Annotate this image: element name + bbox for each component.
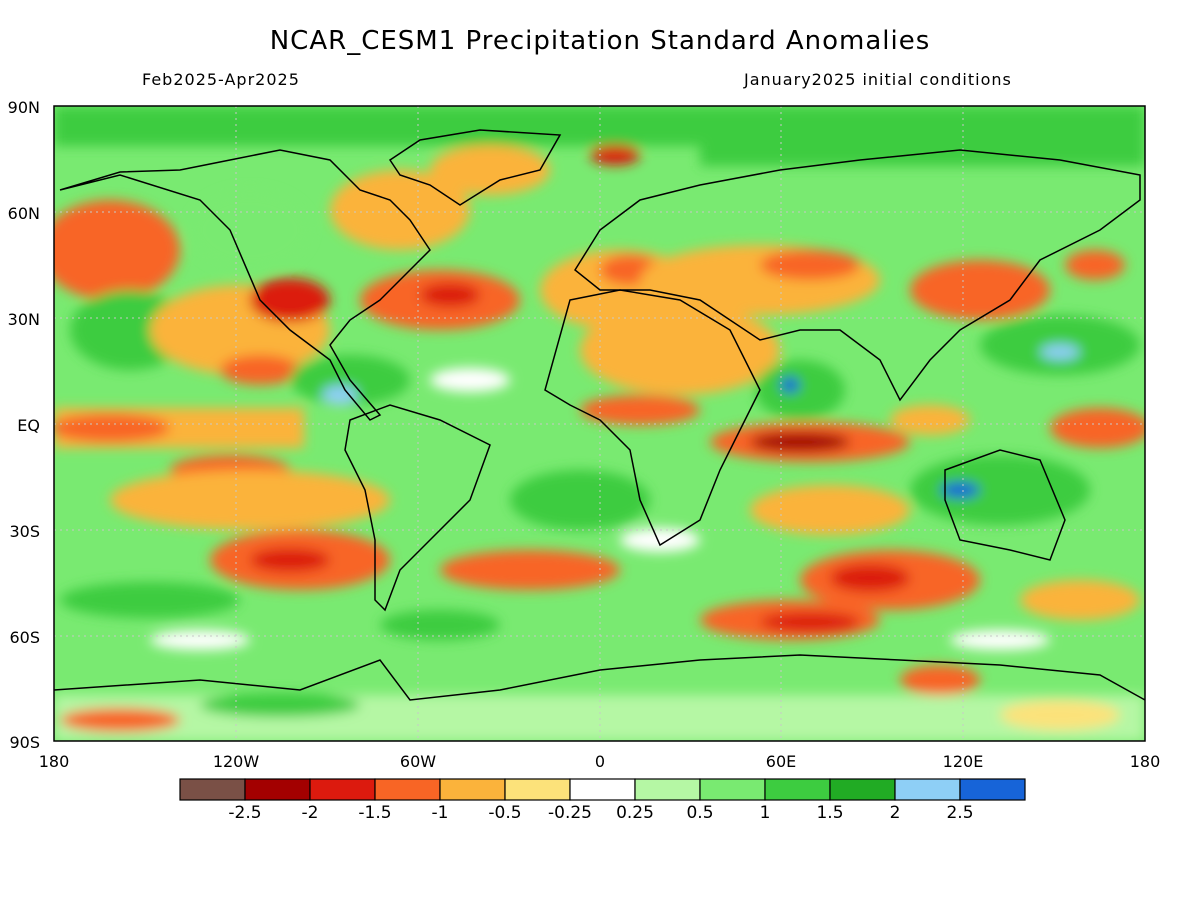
colorbar-swatch [569, 778, 636, 801]
lon-label: 0 [595, 752, 605, 771]
colorbar-label: -2.5 [228, 803, 261, 823]
colorbar-swatch [504, 778, 571, 801]
north-america-coast [59, 149, 431, 421]
south-america-coast [344, 404, 491, 612]
forecast-period: Feb2025-Apr2025 [142, 70, 300, 89]
colorbar-swatch [179, 778, 246, 801]
lat-label: EQ [17, 416, 40, 435]
lat-label: 90S [9, 733, 40, 752]
colorbar-label: 0.5 [686, 803, 713, 823]
lat-axis: 90N 60N 30N EQ 30S 60S 90S [8, 98, 40, 752]
map-title: NCAR_CESM1 Precipitation Standard Anomal… [269, 26, 931, 56]
colorbar-swatch [894, 778, 961, 801]
lat-label: 30S [9, 522, 40, 541]
australia-coast [944, 449, 1066, 561]
lon-label: 180 [1130, 752, 1161, 771]
colorbar-swatch [829, 778, 896, 801]
initial-conditions: January2025 initial conditions [744, 70, 1012, 89]
colorbar-swatch [374, 778, 441, 801]
anomaly-field [54, 106, 1145, 741]
colorbar-swatch [244, 778, 311, 801]
greenland-coast [388, 129, 562, 206]
colorbar-swatch [634, 778, 701, 801]
colorbar-swatch [309, 778, 376, 801]
colorbar-swatch [959, 778, 1026, 801]
colorbar-label: -1.5 [358, 803, 391, 823]
lat-label: 30N [8, 310, 40, 329]
antarctica-coast [54, 654, 1145, 701]
lat-label: 90N [8, 98, 40, 117]
lon-label: 180 [39, 752, 70, 771]
eurasia-coast [574, 149, 1141, 402]
colorbar: -2.5 -2 -1.5 -1 -0.5 -0.25 0.25 0.5 1 1.5 2 2.5 [179, 778, 1026, 823]
africa-coast [544, 289, 761, 547]
lat-label: 60S [9, 628, 40, 647]
colorbar-label: -2 [302, 803, 319, 823]
lon-label: 120W [213, 752, 260, 771]
gridlines [54, 106, 1145, 741]
colorbar-label: 2.5 [946, 803, 973, 823]
lon-label: 120E [943, 752, 984, 771]
colorbar-label: -0.25 [548, 803, 592, 823]
map-frame [53, 105, 1146, 742]
lon-label: 60W [400, 752, 436, 771]
colorbar-label: -1 [432, 803, 449, 823]
lat-label: 60N [8, 204, 40, 223]
lon-label: 60E [766, 752, 796, 771]
colorbar-label: 2 [890, 803, 901, 823]
coastlines [54, 129, 1145, 701]
lon-axis: 180 120W 60W 0 60E 120E 180 [39, 752, 1161, 771]
colorbar-label: 1.5 [816, 803, 843, 823]
colorbar-label: 0.25 [616, 803, 654, 823]
colorbar-label: -0.5 [488, 803, 521, 823]
colorbar-swatch [764, 778, 831, 801]
colorbar-label: 1 [760, 803, 771, 823]
colorbar-swatch [699, 778, 766, 801]
colorbar-swatch [439, 778, 506, 801]
